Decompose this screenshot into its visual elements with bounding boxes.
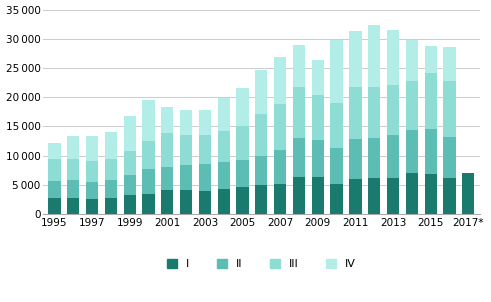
Legend: I, II, III, IV: I, II, III, IV [163, 254, 360, 274]
Bar [49, 198, 60, 214]
Bar [86, 199, 98, 214]
Bar [218, 98, 230, 130]
Bar [368, 25, 381, 87]
Bar [67, 159, 80, 180]
Bar [387, 30, 399, 85]
Bar [124, 175, 136, 195]
Bar [387, 85, 399, 135]
Bar [142, 169, 155, 194]
Bar [105, 180, 117, 198]
Bar [293, 138, 305, 177]
Bar [49, 181, 60, 198]
Bar [180, 165, 192, 190]
Bar [443, 137, 456, 178]
Bar [142, 100, 155, 141]
Bar [180, 190, 192, 214]
Bar [255, 185, 268, 214]
Bar [142, 141, 155, 169]
Bar [425, 73, 437, 129]
Bar [124, 195, 136, 214]
Bar [368, 178, 381, 214]
Bar [161, 133, 173, 167]
Bar [124, 151, 136, 175]
Bar [349, 179, 361, 214]
Bar [199, 191, 211, 214]
Bar [180, 110, 192, 135]
Bar [199, 135, 211, 164]
Bar [161, 107, 173, 133]
Bar [142, 194, 155, 214]
Bar [406, 173, 418, 214]
Bar [67, 137, 80, 159]
Bar [49, 159, 60, 181]
Bar [105, 159, 117, 180]
Bar [255, 156, 268, 185]
Bar [49, 143, 60, 159]
Bar [443, 178, 456, 214]
Bar [274, 57, 286, 104]
Bar [218, 189, 230, 214]
Bar [387, 178, 399, 214]
Bar [330, 103, 343, 148]
Bar [237, 88, 248, 126]
Bar [86, 182, 98, 199]
Bar [237, 126, 248, 160]
Bar [330, 40, 343, 103]
Bar [86, 137, 98, 162]
Bar [67, 198, 80, 214]
Bar [368, 87, 381, 138]
Bar [425, 47, 437, 73]
Bar [406, 82, 418, 130]
Bar [293, 45, 305, 87]
Bar [312, 60, 324, 95]
Bar [67, 180, 80, 198]
Bar [312, 95, 324, 140]
Bar [237, 160, 248, 187]
Bar [349, 87, 361, 139]
Bar [312, 177, 324, 214]
Bar [425, 174, 437, 214]
Bar [255, 70, 268, 114]
Bar [274, 104, 286, 150]
Bar [105, 198, 117, 214]
Bar [274, 184, 286, 214]
Bar [387, 135, 399, 178]
Bar [161, 190, 173, 214]
Bar [330, 184, 343, 214]
Bar [368, 138, 381, 178]
Bar [199, 110, 211, 135]
Bar [406, 40, 418, 82]
Bar [124, 117, 136, 151]
Bar [312, 140, 324, 177]
Bar [349, 31, 361, 87]
Bar [443, 47, 456, 82]
Bar [443, 82, 456, 137]
Bar [218, 162, 230, 189]
Bar [274, 150, 286, 184]
Bar [349, 139, 361, 179]
Bar [330, 148, 343, 184]
Bar [218, 130, 230, 162]
Bar [86, 162, 98, 182]
Bar [161, 167, 173, 190]
Bar [255, 114, 268, 156]
Bar [425, 129, 437, 174]
Bar [199, 164, 211, 191]
Bar [406, 130, 418, 173]
Bar [237, 187, 248, 214]
Bar [105, 132, 117, 159]
Bar [293, 87, 305, 138]
Bar [180, 135, 192, 165]
Bar [293, 177, 305, 214]
Bar [462, 173, 474, 214]
